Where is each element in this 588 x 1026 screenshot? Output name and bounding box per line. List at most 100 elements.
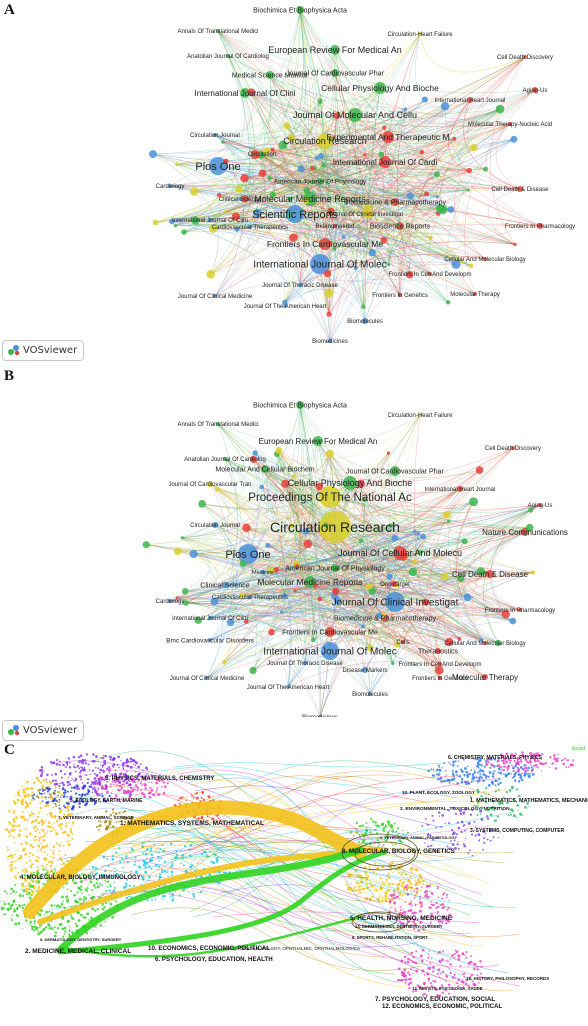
point <box>18 829 22 832</box>
point <box>158 860 161 862</box>
journal-label: Frontiers In Pharmacology <box>505 224 575 230</box>
point <box>114 780 117 784</box>
edge <box>294 590 371 695</box>
edge <box>169 180 321 187</box>
edge <box>239 168 316 200</box>
point <box>69 914 72 917</box>
point <box>49 848 51 851</box>
edge <box>185 591 450 643</box>
point <box>62 795 66 798</box>
point <box>68 844 70 846</box>
point <box>448 899 450 902</box>
edge <box>239 198 431 275</box>
point <box>45 910 49 914</box>
journal-label: Biomedicines <box>312 339 348 345</box>
edge <box>319 538 396 717</box>
point <box>428 906 430 909</box>
point <box>465 956 468 959</box>
point <box>16 906 19 910</box>
edge <box>152 153 368 210</box>
point <box>70 780 72 782</box>
point <box>26 793 30 797</box>
edge <box>369 620 513 695</box>
edge <box>334 72 381 101</box>
point <box>91 889 94 892</box>
point <box>106 790 109 794</box>
edge <box>463 99 521 190</box>
edge <box>252 590 373 671</box>
minor-node <box>302 527 310 535</box>
edge <box>169 595 396 603</box>
point <box>101 902 105 906</box>
point <box>40 795 44 799</box>
edge <box>306 115 338 192</box>
point <box>124 761 128 764</box>
edge <box>300 168 389 265</box>
edge <box>267 545 321 600</box>
edge <box>175 224 516 245</box>
edge <box>217 30 356 116</box>
edge <box>194 154 365 192</box>
edge <box>329 496 337 592</box>
point <box>456 843 459 846</box>
edge <box>185 602 371 695</box>
point <box>34 819 38 823</box>
point <box>111 758 115 762</box>
point <box>143 795 147 799</box>
point <box>41 785 45 789</box>
point <box>99 882 102 885</box>
point <box>58 823 61 826</box>
edge <box>369 572 534 695</box>
point <box>375 824 379 828</box>
edge <box>264 468 513 622</box>
edge <box>214 196 438 297</box>
minor-node <box>386 451 391 455</box>
edge <box>313 181 410 275</box>
point <box>15 816 19 820</box>
journal-node <box>473 292 477 296</box>
minor-node <box>388 523 394 528</box>
minor-node <box>235 185 243 193</box>
edge <box>252 571 275 671</box>
journal-node <box>318 715 322 717</box>
edge <box>249 226 410 275</box>
point <box>189 865 193 869</box>
point <box>124 855 128 858</box>
point <box>415 890 418 893</box>
point <box>21 785 24 788</box>
point <box>113 899 115 901</box>
edge <box>169 185 521 190</box>
point <box>48 924 51 927</box>
point <box>425 884 429 888</box>
edge <box>249 578 461 598</box>
point <box>62 783 65 787</box>
point <box>4 913 7 916</box>
point <box>53 934 57 938</box>
point <box>402 829 404 832</box>
point <box>414 989 418 992</box>
edge <box>294 590 440 671</box>
point <box>388 896 390 899</box>
point <box>353 886 356 889</box>
point <box>136 776 139 779</box>
edge <box>262 527 530 573</box>
journal-label: Cell Death & Disease <box>452 570 529 579</box>
point <box>14 853 17 856</box>
point <box>44 926 47 929</box>
edge <box>209 598 320 641</box>
point <box>387 820 390 824</box>
point <box>481 776 484 779</box>
point <box>19 854 23 858</box>
point <box>111 857 115 861</box>
edge <box>337 600 460 640</box>
point <box>430 921 432 923</box>
point <box>97 820 100 822</box>
point <box>87 875 91 879</box>
edge <box>245 475 295 622</box>
point <box>476 974 479 976</box>
edge <box>260 56 526 156</box>
journal-label: Plos One <box>195 161 240 173</box>
edge <box>439 572 534 665</box>
point <box>410 900 413 902</box>
point <box>103 905 106 909</box>
